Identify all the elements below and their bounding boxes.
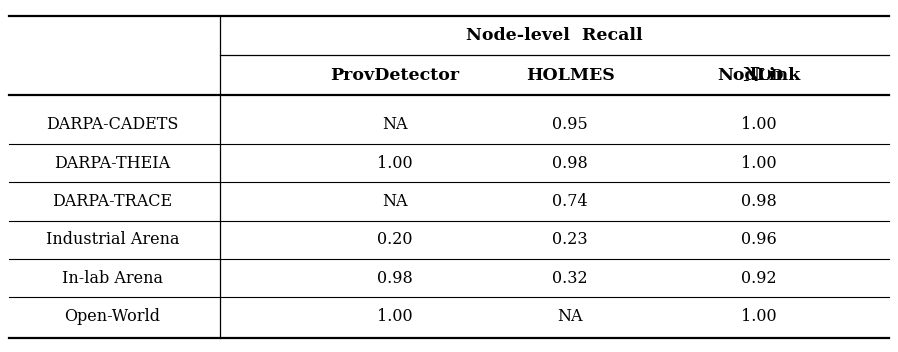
Text: 1.00: 1.00 (741, 116, 777, 133)
Text: 1.00: 1.00 (741, 308, 777, 325)
Text: 1.00: 1.00 (377, 155, 413, 172)
Text: 0.98: 0.98 (741, 193, 777, 210)
Text: 0.32: 0.32 (552, 270, 588, 287)
Text: Industrial Arena: Industrial Arena (46, 231, 179, 249)
Text: DARPA-TRACE: DARPA-TRACE (52, 193, 172, 210)
Text: NodLink: NodLink (718, 67, 800, 84)
Text: N: N (742, 67, 759, 85)
Text: ProvDetector: ProvDetector (330, 67, 460, 84)
Text: 0.23: 0.23 (552, 231, 588, 249)
Text: Open-World: Open-World (65, 308, 160, 325)
Text: HOLMES: HOLMES (526, 67, 614, 84)
Text: 0.92: 0.92 (741, 270, 777, 287)
Text: NA: NA (558, 308, 583, 325)
Text: In-lab Arena: In-lab Arena (62, 270, 163, 287)
Text: OD: OD (759, 69, 784, 83)
Text: 0.98: 0.98 (377, 270, 413, 287)
Text: Node-level  Recall: Node-level Recall (466, 27, 643, 44)
Text: 1.00: 1.00 (377, 308, 413, 325)
Text: 0.98: 0.98 (552, 155, 588, 172)
Text: NA: NA (383, 193, 408, 210)
Text: 0.95: 0.95 (552, 116, 588, 133)
Text: N   OD  L   INK: N OD L INK (686, 67, 832, 84)
Text: DARPA-THEIA: DARPA-THEIA (54, 155, 171, 172)
Text: NA: NA (383, 116, 408, 133)
Text: 0.96: 0.96 (741, 231, 777, 249)
Text: 1.00: 1.00 (741, 155, 777, 172)
Text: 0.20: 0.20 (377, 231, 413, 249)
Text: DARPA-CADETS: DARPA-CADETS (46, 116, 179, 133)
Text: 0.74: 0.74 (552, 193, 588, 210)
